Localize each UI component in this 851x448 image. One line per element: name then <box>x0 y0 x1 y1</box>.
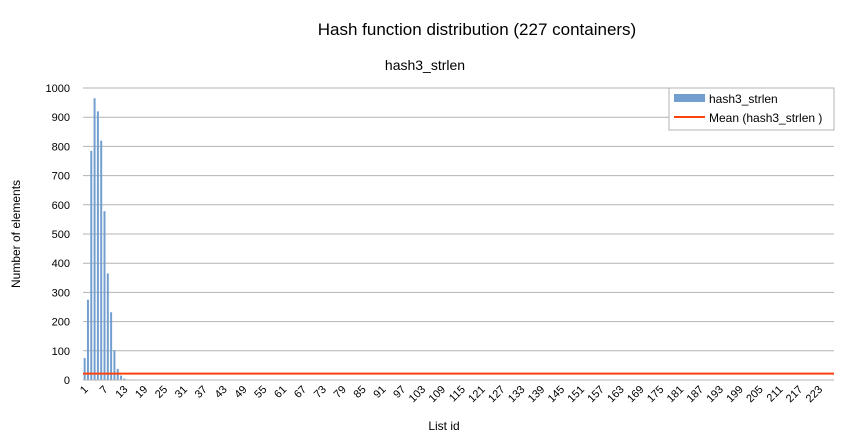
bar <box>113 350 116 380</box>
bar <box>93 98 96 380</box>
bar <box>123 378 126 380</box>
x-tick-label: 67 <box>292 384 309 401</box>
legend-swatch-bar <box>674 94 705 102</box>
x-tick-label: 127 <box>486 384 507 405</box>
x-tick-label: 211 <box>765 384 786 405</box>
x-tick-label: 13 <box>113 384 130 401</box>
x-tick-label: 85 <box>352 384 369 401</box>
x-tick-label: 55 <box>252 384 269 401</box>
x-tick-label: 169 <box>625 384 646 405</box>
x-tick-label: 97 <box>391 384 408 401</box>
x-axis-ticks: 1 7 13 19 25 31 37 43 49 55 61 67 73 79 85 91 9710310911… <box>78 384 825 405</box>
y-tick-label: 400 <box>52 258 70 270</box>
y-tick-label: 200 <box>52 317 70 329</box>
bar <box>103 211 106 380</box>
chart-subtitle: hash3_strlen <box>385 57 465 73</box>
y-tick-label: 300 <box>52 287 70 299</box>
x-tick-label: 43 <box>213 384 230 401</box>
y-tick-label: 700 <box>52 171 70 183</box>
bar <box>90 150 93 380</box>
legend: hash3_strlen Mean (hash3_strlen ) <box>668 87 835 131</box>
y-tick-label: 500 <box>52 229 70 241</box>
x-tick-label: 145 <box>546 384 567 405</box>
y-tick-label: 600 <box>52 200 70 212</box>
x-tick-label: 61 <box>272 384 289 401</box>
y-axis-ticks: 0 100 200 300 400 500 600 700 800 900 1000 <box>46 83 70 387</box>
x-tick-label: 25 <box>153 384 170 401</box>
x-tick-label: 1 <box>78 384 91 397</box>
bar <box>100 140 103 380</box>
legend-label-line: Mean (hash3_strlen ) <box>709 111 822 125</box>
x-tick-label: 109 <box>427 384 448 405</box>
x-tick-label: 37 <box>193 384 210 401</box>
x-tick-label: 175 <box>645 384 666 405</box>
x-tick-label: 19 <box>133 384 150 401</box>
x-tick-label: 139 <box>526 384 547 405</box>
bar <box>86 299 89 380</box>
x-tick-label: 121 <box>466 384 487 405</box>
x-tick-label: 163 <box>605 384 626 405</box>
y-tick-label: 900 <box>52 112 70 124</box>
x-tick-label: 73 <box>312 384 329 401</box>
bar <box>106 273 109 380</box>
chart-title: Hash function distribution (227 containe… <box>318 20 636 39</box>
x-tick-label: 199 <box>724 384 745 405</box>
bar <box>83 358 86 380</box>
y-tick-label: 1000 <box>46 83 70 95</box>
legend-label-bar: hash3_strlen <box>709 92 778 106</box>
x-tick-label: 49 <box>232 384 249 401</box>
x-tick-label: 79 <box>332 384 349 401</box>
x-tick-label: 193 <box>705 384 726 405</box>
x-tick-label: 7 <box>98 384 111 397</box>
x-axis-label: List id <box>428 419 459 433</box>
y-axis-label: Number of elements <box>9 180 23 288</box>
bar <box>110 312 113 380</box>
x-tick-label: 187 <box>685 384 706 405</box>
y-tick-label: 800 <box>52 141 70 153</box>
x-tick-label: 181 <box>665 384 686 405</box>
bar <box>96 111 99 381</box>
x-tick-label: 151 <box>566 384 587 405</box>
x-tick-label: 91 <box>371 384 388 401</box>
x-tick-label: 31 <box>173 384 190 401</box>
x-tick-label: 205 <box>744 384 765 405</box>
y-tick-label: 0 <box>64 375 70 387</box>
y-tick-label: 100 <box>52 346 70 358</box>
x-tick-label: 217 <box>784 384 805 405</box>
x-tick-label: 223 <box>804 384 825 405</box>
bar <box>120 375 123 380</box>
x-tick-label: 103 <box>407 384 428 405</box>
x-tick-label: 157 <box>585 384 606 405</box>
x-tick-label: 115 <box>447 384 468 405</box>
x-tick-label: 133 <box>506 384 527 405</box>
